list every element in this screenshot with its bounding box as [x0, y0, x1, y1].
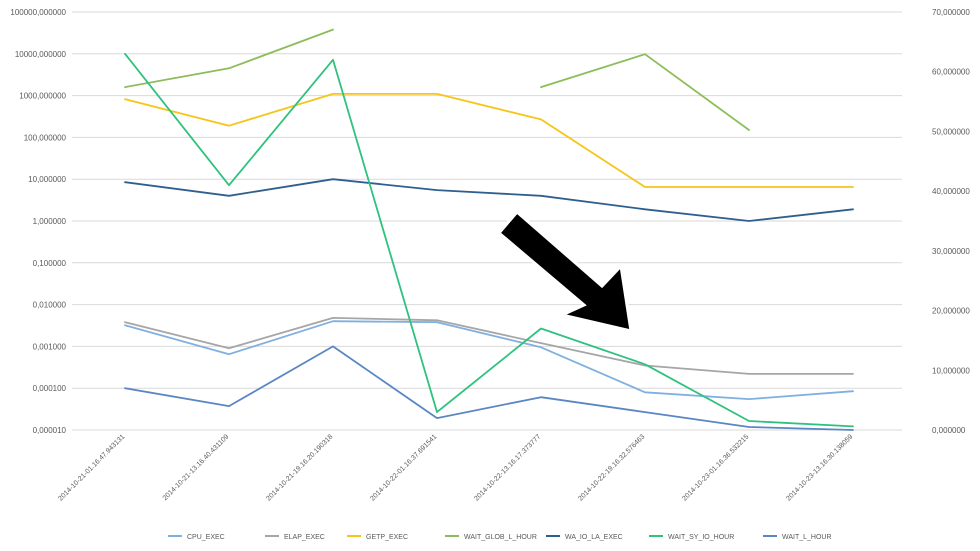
x-tick-label: 2014-10-21-01.16.47.943131 [57, 433, 126, 502]
series-line-wait-l-hour [124, 345, 854, 431]
left-tick-label: 0,010000 [33, 301, 67, 310]
right-tick-label: 50,000000 [932, 127, 970, 136]
series-line-wait-glob-l-hour [124, 28, 334, 88]
right-tick-label: 70,000000 [932, 8, 970, 17]
left-tick-label: 0,000010 [33, 426, 67, 435]
legend-label: CPU_EXEC [187, 534, 225, 541]
annotation-arrow [496, 209, 633, 333]
legend-label: ELAP_EXEC [284, 534, 325, 541]
right-tick-label: 20,000000 [932, 307, 970, 316]
left-tick-label: 0,000100 [33, 384, 67, 393]
legend-label: GETP_EXEC [366, 534, 408, 541]
x-tick-label: 2014-10-21-19.16.20.190318 [265, 433, 334, 502]
x-tick-label: 2014-10-23-01.16.36.532215 [681, 433, 750, 502]
x-tick-label: 2014-10-23-13.16.30.138059 [785, 433, 854, 502]
left-tick-label: 0,001000 [33, 342, 67, 351]
arrow-shape [496, 209, 633, 333]
x-tick-label: 2014-10-21-13.16.40.431109 [162, 433, 231, 502]
left-tick-label: 10000,000000 [15, 50, 67, 59]
x-tick-label: 2014-10-22-13.16.17.373777 [473, 433, 542, 502]
legend-label: WAIT_L_HOUR [782, 534, 832, 541]
left-tick-label: 100000,000000 [10, 8, 66, 17]
right-tick-label: 10,000000 [932, 366, 970, 375]
series-line-wait-glob-l-hour [540, 53, 750, 131]
series-lines [124, 28, 854, 431]
x-tick-label: 2014-10-22-19.16.32.576463 [577, 433, 646, 502]
right-tick-label: 60,000000 [932, 68, 970, 77]
right-tick-label: 0,000000 [932, 426, 966, 435]
series-line-wait-sy-io-hour [124, 52, 854, 428]
right-tick-label: 40,000000 [932, 187, 970, 196]
series-line-elap-exec [124, 316, 854, 375]
right-tick-label: 30,000000 [932, 247, 970, 256]
left-tick-label: 10,000000 [28, 175, 66, 184]
series-line-cpu-exec [124, 320, 854, 401]
right-axis-ticks: 0,000000 10,000000 20,000000 30,000000 40,00… [932, 8, 970, 435]
left-tick-label: 100,000000 [24, 133, 67, 142]
left-tick-label: 0,100000 [33, 259, 67, 268]
grid-lines [72, 11, 902, 431]
x-axis-ticks: 2014-10-21-01.16.47.943131 2014-10-21-13.… [57, 433, 854, 502]
legend-label: WAIT_SY_IO_HOUR [668, 534, 734, 541]
series-line-getp-exec [124, 93, 854, 188]
legend-label: WA_IO_LA_EXEC [565, 534, 623, 541]
legend: CPU_EXEC ELAP_EXEC GETP_EXEC WAIT_GLOB_L_HO… [168, 534, 832, 541]
legend-label: WAIT_GLOB_L_HOUR [464, 534, 537, 541]
x-tick-label: 2014-10-22-01.16.37.691541 [369, 433, 438, 502]
series-line-wa-io-la-exec [124, 178, 854, 222]
left-tick-label: 1,000000 [33, 217, 67, 226]
left-axis-ticks: 0,000010 0,000100 0,001000 0,010000 0,100000… [10, 8, 66, 435]
left-tick-label: 1000,000000 [19, 92, 66, 101]
